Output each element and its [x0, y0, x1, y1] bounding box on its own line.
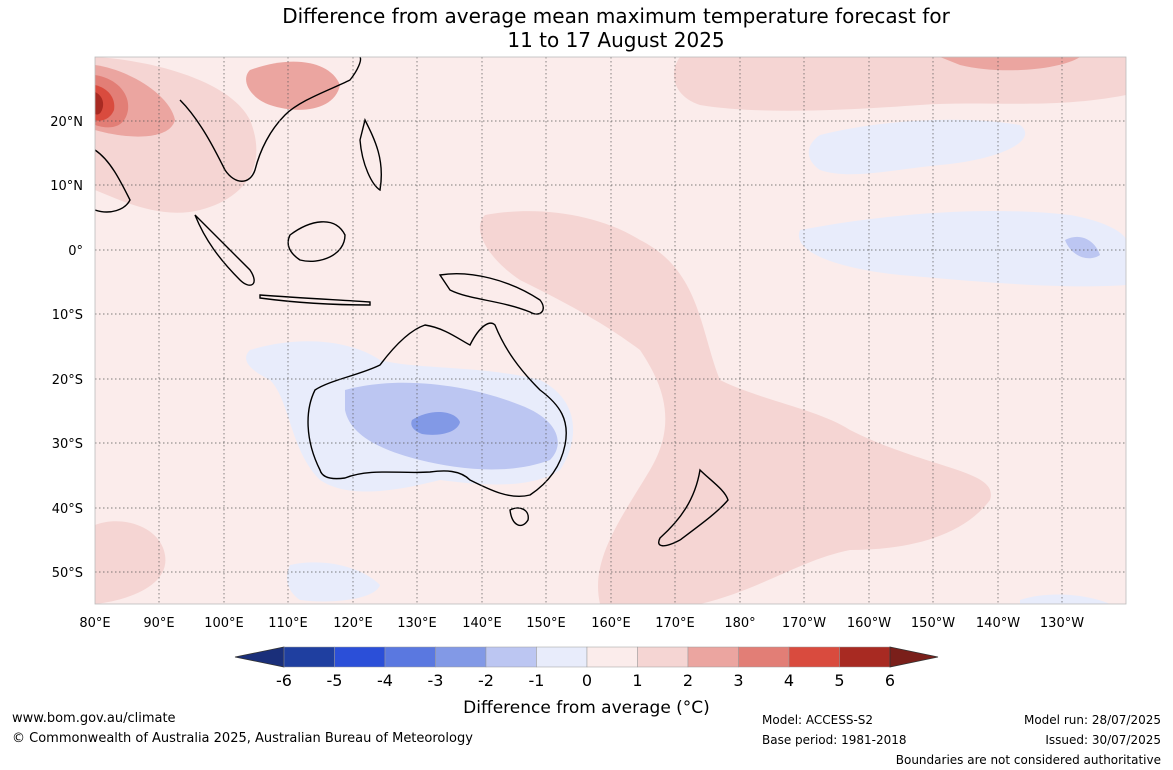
lat-label: 20°N [50, 115, 83, 130]
colorbar-over-arrow [889, 646, 939, 668]
graticule [95, 57, 1126, 604]
anomaly-region-southeast-cool [1020, 594, 1110, 604]
lon-label: 160°E [591, 616, 631, 631]
lat-label: 20°S [52, 373, 83, 388]
lon-label: 80°E [79, 616, 110, 631]
anomaly-region-north-pacific-2-3 [940, 57, 1080, 71]
footer-issued: Issued: 30/07/2025 [1045, 733, 1161, 747]
colorbar-tick-label: 6 [885, 671, 895, 690]
java-coastline [259, 294, 371, 306]
colorbar-tick-label: -1 [529, 671, 545, 690]
colorbar-tick-label: -4 [377, 671, 393, 690]
colorbar-tick-label: 0 [582, 671, 592, 690]
lon-label: 130°W [1040, 616, 1084, 631]
sumatra-coastline [194, 214, 255, 286]
coastlines [95, 57, 729, 547]
anomaly-region-equatorial-pacific-cool [798, 210, 1126, 287]
map-title: Difference from average mean maximum tem… [0, 4, 1173, 52]
colorbar-cell [839, 646, 891, 668]
lon-label: 90°E [143, 616, 174, 631]
map-frame [94, 56, 1127, 605]
colorbar-cell [334, 646, 386, 668]
colorbar-tick-label: 2 [683, 671, 693, 690]
lat-label: 0° [68, 244, 83, 259]
australia-coastline [307, 322, 567, 497]
footer-copyright: © Commonwealth of Australia 2025, Austra… [12, 731, 473, 746]
colorbar: -6 -5 -4 -3 -2 -1 0 1 2 3 4 5 6 [234, 646, 939, 690]
anomaly-region-north-pacific-cool [808, 119, 1026, 175]
title-line-1: Difference from average mean maximum tem… [282, 4, 950, 28]
tasmania-coastline [509, 507, 529, 527]
lon-label: 170°E [655, 616, 695, 631]
colorbar-tick-label: -2 [478, 671, 494, 690]
colorbar-cell [283, 646, 335, 668]
lat-label: 30°S [52, 437, 83, 452]
footer-model: Model: ACCESS-S2 [762, 713, 874, 727]
colorbar-tick-label: 5 [834, 671, 844, 690]
anomaly-region-north-pacific [674, 57, 1126, 111]
latitude-labels: 20°N 10°N 0° 10°S 20°S 30°S 40°S 50°S [50, 115, 83, 581]
footer-model-run: Model run: 28/07/2025 [1023, 713, 1161, 727]
lon-label: 140°E [462, 616, 502, 631]
lat-label: 10°N [50, 179, 83, 194]
anomaly-region-australia-coolest [411, 411, 460, 435]
lon-label: 100°E [204, 616, 244, 631]
colorbar-tick-label: 3 [733, 671, 743, 690]
colorbar-label: Difference from average (°C) [463, 698, 710, 718]
colorbar-cell [586, 646, 638, 668]
map-field [95, 57, 1126, 604]
lat-label: 40°S [52, 502, 83, 517]
india-coastline [95, 149, 131, 213]
lat-label: 50°S [52, 566, 83, 581]
colorbar-cell [738, 646, 790, 668]
colorbar-cell [536, 646, 588, 668]
colorbar-cell [435, 646, 487, 668]
colorbar-cell [637, 646, 689, 668]
colorbar-tick-label: -3 [428, 671, 444, 690]
anomaly-region-southern-ocean [95, 521, 166, 604]
lon-label: 170°W [782, 616, 826, 631]
colorbar-cell [485, 646, 537, 668]
philippines-coastline [359, 117, 382, 192]
southeast-asia-coastline [179, 57, 362, 182]
new-guinea-coastline [438, 273, 544, 315]
lon-label: 150°E [526, 616, 566, 631]
lon-label: 140°W [976, 616, 1020, 631]
colorbar-cell [687, 646, 739, 668]
colorbar-under-arrow [234, 646, 285, 668]
lon-label: 130°E [397, 616, 437, 631]
footer-disclaimer: Boundaries are not considered authoritat… [895, 753, 1161, 767]
colorbar-tick-label: 1 [632, 671, 642, 690]
title-line-2: 11 to 17 August 2025 [507, 28, 725, 52]
anomaly-region-southern-cool [287, 562, 380, 602]
anomaly-region-equatorial-pacific-cooler [1065, 236, 1100, 259]
colorbar-tick-label: -5 [327, 671, 343, 690]
lon-label: 160°W [847, 616, 891, 631]
footer-url[interactable]: www.bom.gov.au/climate [12, 711, 176, 726]
colorbar-cell [788, 646, 840, 668]
borneo-coastline [287, 221, 346, 262]
footer-base-period: Base period: 1981-2018 [762, 733, 907, 747]
lat-label: 10°S [52, 308, 83, 323]
lon-label: 150°W [911, 616, 955, 631]
colorbar-tick-label: 4 [784, 671, 794, 690]
anomaly-region-china-2-3 [246, 61, 340, 110]
new-zealand-coastline [658, 468, 729, 547]
anomaly-region-asia-5-6 [95, 92, 104, 115]
lon-label: 110°E [268, 616, 308, 631]
colorbar-tick-label: -6 [276, 671, 292, 690]
lon-label: 180° [724, 616, 755, 631]
longitude-labels: 80°E 90°E 100°E 110°E 120°E 130°E 140°E … [79, 616, 1084, 631]
anomaly-region-pacific-1-2 [479, 211, 991, 604]
colorbar-cell [384, 646, 436, 668]
lon-label: 120°E [333, 616, 373, 631]
